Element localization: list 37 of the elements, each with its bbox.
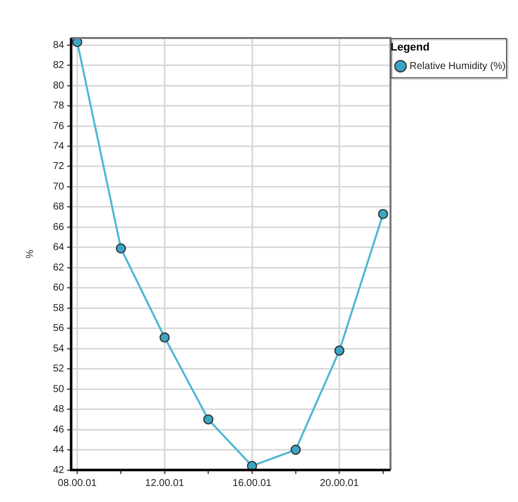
y-tick-label: 50 <box>53 384 65 395</box>
point <box>378 208 388 220</box>
y-tick-label: 84 <box>53 40 65 51</box>
y-tick-label: 60 <box>53 282 65 294</box>
y-tick-label: 68 <box>53 202 65 213</box>
point <box>116 243 126 254</box>
y-tick-label: 80 <box>53 80 65 92</box>
point <box>246 460 258 470</box>
x-tick-label: 16.00.01 <box>232 478 272 489</box>
x-tick-label: 12.00.01 <box>145 478 185 489</box>
point <box>72 38 82 48</box>
y-tick-label: 54 <box>53 343 65 354</box>
legend-title: Legend <box>390 42 430 54</box>
y-tick-label: 42 <box>53 464 65 476</box>
y-tick-label: 72 <box>53 161 65 172</box>
y-tick-label: 70 <box>53 181 65 192</box>
y-tick-label: 52 <box>53 364 65 375</box>
y-tick-label: 66 <box>53 222 65 233</box>
y-tick-label: 58 <box>53 302 65 314</box>
point <box>290 444 301 455</box>
legend-label: Relative Humidity (%) <box>410 60 506 72</box>
y-tick-label: 48 <box>53 404 65 416</box>
y-tick-label: 46 <box>53 424 65 436</box>
y-tick-label: 44 <box>53 444 65 456</box>
x-tick-label: 08.00.01 <box>58 478 98 489</box>
y-tick-label: 64 <box>53 242 65 254</box>
point <box>160 332 170 343</box>
point <box>334 346 344 356</box>
y-tick-label: 76 <box>53 120 65 132</box>
y-tick-label: 78 <box>53 100 65 112</box>
point <box>203 414 214 425</box>
y-axis-title: % <box>24 249 36 258</box>
y-tick-label: 56 <box>53 323 65 334</box>
y-tick-label: 62 <box>53 262 65 274</box>
y-tick-label: 82 <box>53 60 65 72</box>
x-tick-label: 20.00.01 <box>320 478 360 489</box>
y-tick-label: 74 <box>53 141 65 152</box>
